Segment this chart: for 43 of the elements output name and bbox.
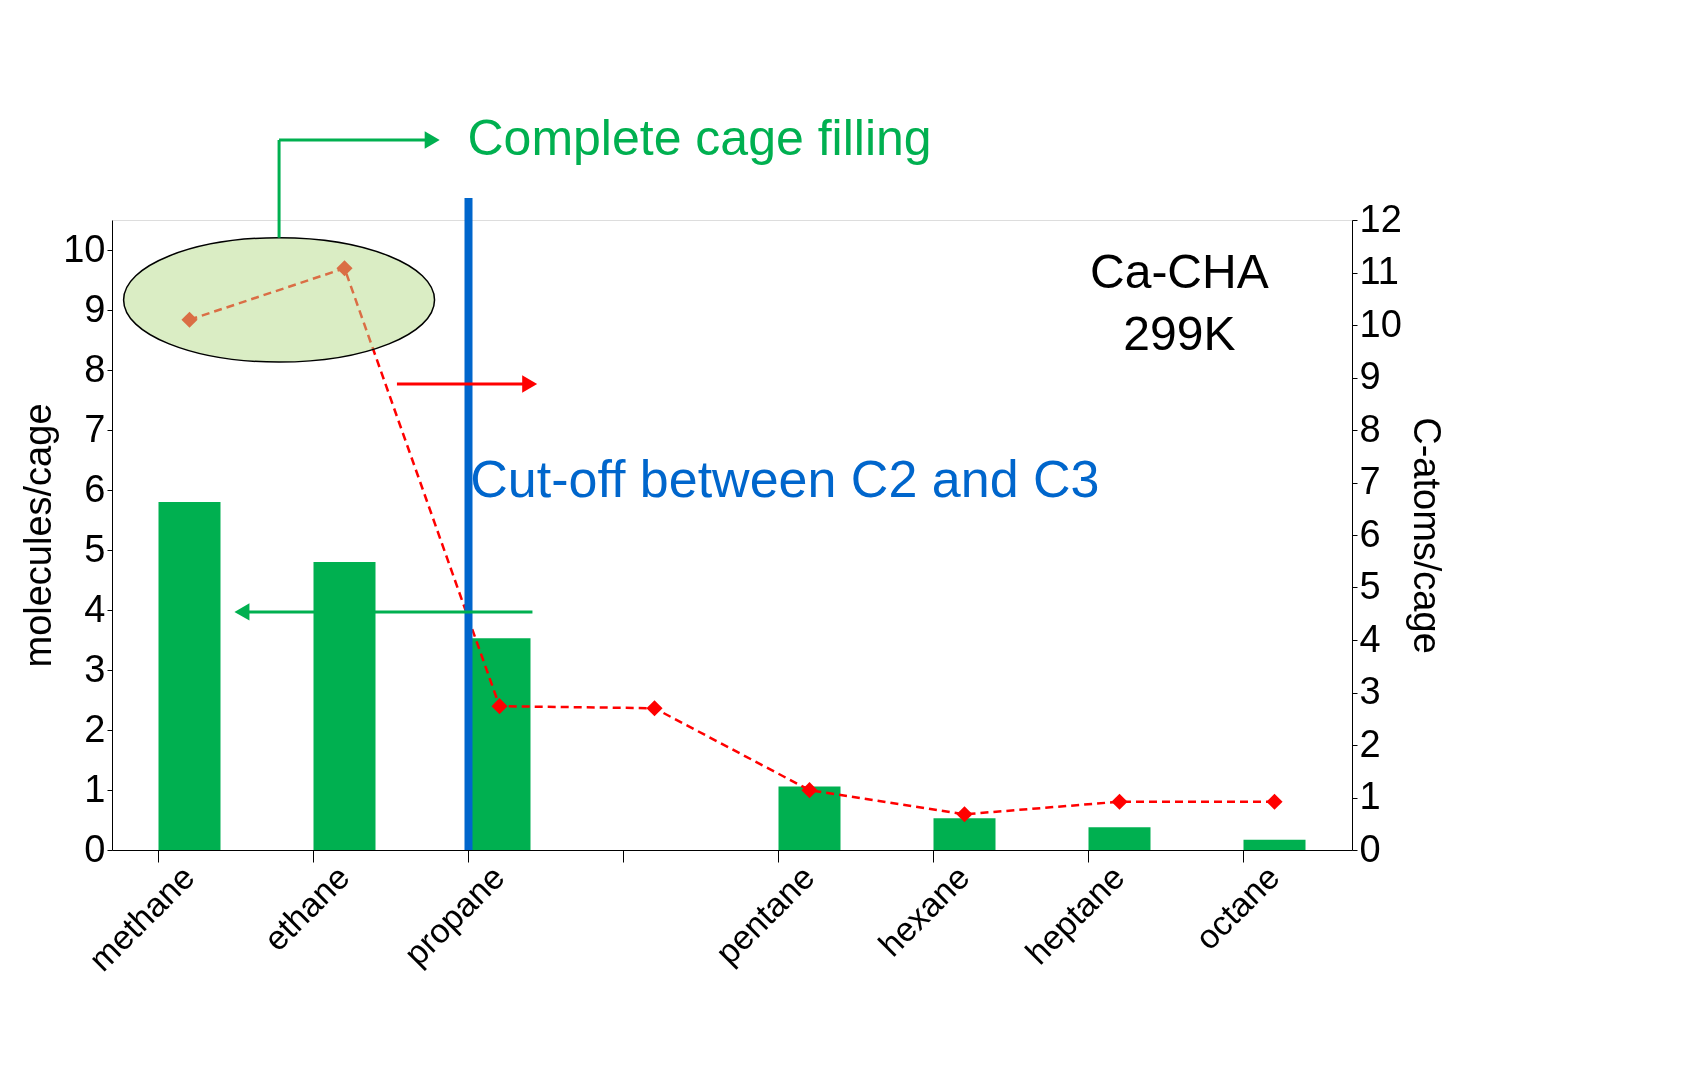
y2-tick-label: 10: [1359, 302, 1402, 345]
y2-tick-label: 0: [1359, 827, 1381, 870]
point: [1266, 793, 1283, 810]
y-tick-label: 9: [84, 287, 106, 330]
point: [956, 806, 973, 823]
y-tick-label: 0: [84, 827, 106, 870]
y2-tick-label: 12: [1359, 197, 1402, 240]
y2-tick-label: 4: [1359, 617, 1381, 660]
y-tick-label: 7: [84, 407, 106, 450]
bar: [933, 818, 996, 850]
y2-tick-label: 8: [1359, 407, 1381, 450]
point: [181, 311, 198, 328]
y2-tick-label: 11: [1359, 250, 1399, 292]
y-tick-label: 1: [84, 767, 106, 810]
y-axis-title: molecules/cage: [17, 403, 60, 668]
y-tick-label: 2: [84, 707, 106, 750]
y-tick-label: 4: [84, 587, 106, 630]
y-tick-label: 5: [84, 527, 106, 570]
point: [491, 698, 508, 715]
point: [801, 782, 818, 799]
point: [646, 700, 663, 717]
bar: [158, 502, 221, 850]
y-tick-label: 10: [63, 227, 106, 270]
bar: [1088, 827, 1151, 850]
y2-tick-label: 9: [1359, 355, 1381, 397]
annotation: Ca-CHA 299K: [1090, 245, 1269, 360]
y-tick-label: 6: [84, 467, 106, 510]
y2-tick-label: 6: [1359, 512, 1381, 555]
y-tick-label: 3: [84, 647, 106, 690]
point: [336, 260, 353, 277]
text: Complete cage filling: [467, 110, 932, 166]
y2-tick-label: 2: [1359, 722, 1381, 765]
ref-line-label: Cut-off between C2 and C3: [470, 449, 1100, 508]
point: [1111, 793, 1128, 810]
bar: [1243, 839, 1306, 850]
bar: [313, 562, 376, 850]
y2-tick-label: 3: [1359, 670, 1381, 712]
bar: [778, 786, 841, 850]
y2-tick-label: 5: [1359, 565, 1381, 607]
y-tick-label: 8: [84, 347, 106, 390]
y2-tick-label: 1: [1359, 775, 1381, 817]
y2-tick-label: 7: [1359, 460, 1381, 502]
y2-axis-title: C-atoms/cage: [1405, 417, 1448, 654]
